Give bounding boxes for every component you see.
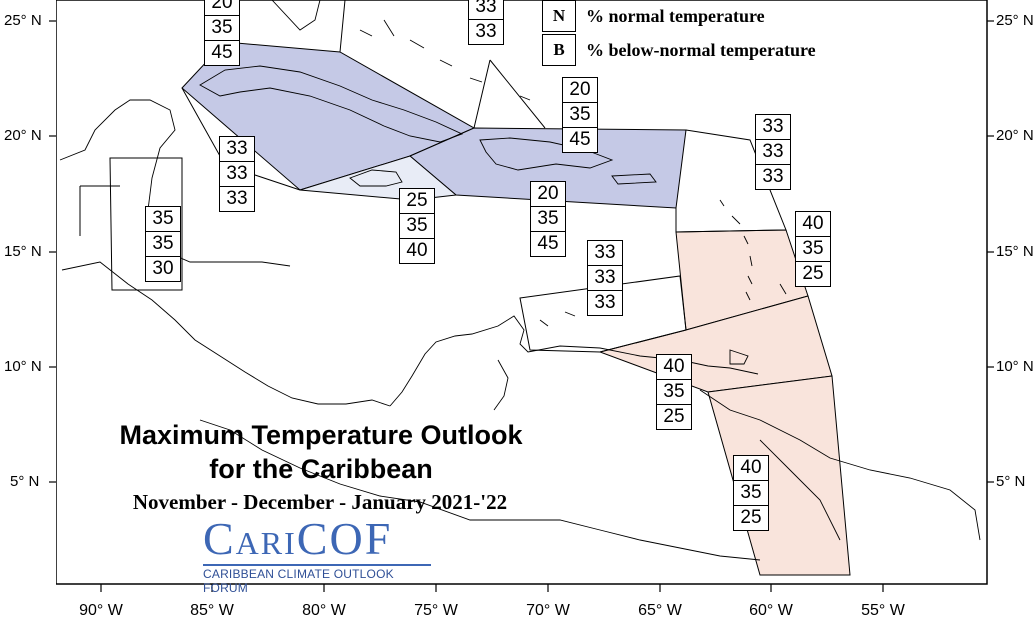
caricof-logo: CariCOF CARIBBEAN CLIMATE OUTLOOK FORUM	[203, 514, 433, 595]
prob-value: 40	[663, 356, 685, 377]
lat-label-right-15: 15° N	[996, 243, 1034, 260]
zone-guianas	[707, 375, 851, 576]
prob-value: 35	[146, 231, 180, 256]
prob-box-hispaniola: 20 35 45	[562, 77, 598, 153]
lon-label-70: 70° W	[526, 602, 570, 619]
prob-value: 33	[220, 161, 254, 186]
map-title-line-1: Maximum Temperature Outlook	[119, 420, 523, 450]
map-title-line-2: for the Caribbean	[209, 454, 433, 484]
prob-box-windward: 40 35 25	[795, 211, 831, 287]
prob-box-turks-caicos: 33 33	[468, 0, 504, 45]
prob-box-puerto-rico: 20 35 45	[530, 181, 566, 257]
prob-value: 30	[146, 256, 180, 281]
latitude-ticks	[49, 20, 994, 483]
lon-label-55: 55° W	[861, 602, 905, 619]
lat-label-left-5: 5° N	[10, 473, 40, 490]
lon-label-85: 85° W	[190, 602, 234, 619]
prob-value: 33	[756, 164, 790, 189]
prob-value: 33	[594, 242, 616, 263]
prob-value: 20	[211, 0, 233, 13]
legend-normal: N % normal temperature	[542, 0, 765, 32]
prob-value: 40	[740, 457, 762, 478]
prob-value: 33	[475, 0, 497, 17]
prob-value: 40	[400, 238, 434, 263]
caricof-wordmark: CariCOF	[203, 513, 393, 564]
lat-label-right-25: 25° N	[996, 12, 1034, 29]
legend-text-below: % below-normal temperature	[586, 39, 816, 60]
prob-box-guianas: 40 35 25	[733, 455, 769, 531]
zone-outlines	[79, 0, 787, 353]
legend-below: B % below-normal temperature	[542, 34, 816, 66]
prob-value: 33	[469, 19, 503, 44]
prob-value: 35	[152, 208, 174, 229]
prob-box-leeward: 33 33 33	[755, 114, 791, 190]
prob-value: 45	[531, 231, 565, 256]
lon-label-65: 65° W	[638, 602, 682, 619]
lat-label-left-10: 10° N	[4, 358, 42, 375]
prob-value: 35	[400, 213, 434, 238]
prob-value: 33	[220, 186, 254, 211]
prob-value: 35	[796, 236, 830, 261]
lon-label-60: 60° W	[749, 602, 793, 619]
prob-value: 20	[569, 79, 591, 100]
prob-value: 25	[734, 505, 768, 530]
lat-label-right-5: 5° N	[996, 473, 1026, 490]
caricof-tagline: CARIBBEAN CLIMATE OUTLOOK FORUM	[203, 564, 431, 595]
legend-text-normal: % normal temperature	[586, 5, 765, 26]
prob-value: 33	[756, 139, 790, 164]
lon-label-90: 90° W	[79, 602, 123, 619]
prob-box-belize: 35 35 30	[145, 206, 181, 282]
prob-value: 33	[762, 116, 784, 137]
prob-value: 25	[657, 404, 691, 429]
lon-label-80: 80° W	[302, 602, 346, 619]
map-subtitle: November - December - January 2021-'22	[132, 490, 508, 514]
prob-value: 45	[205, 40, 239, 65]
prob-box-trinidad: 40 35 25	[656, 354, 692, 430]
prob-value: 25	[406, 190, 428, 211]
prob-value: 35	[205, 15, 239, 40]
prob-value: 35	[734, 480, 768, 505]
prob-box-bahamas: 20 35 45	[204, 0, 240, 66]
prob-value: 35	[657, 379, 691, 404]
legend-key-below: B	[542, 34, 576, 66]
prob-value: 20	[537, 183, 559, 204]
coastlines	[59, 0, 981, 561]
prob-value: 35	[531, 206, 565, 231]
prob-value: 45	[563, 127, 597, 152]
prob-box-abc-islands: 33 33 33	[587, 240, 623, 316]
map-title: Maximum Temperature Outlook for the Cari…	[97, 418, 545, 486]
longitude-ticks	[100, 584, 884, 592]
legend-key-normal: N	[542, 0, 576, 32]
prob-value: 40	[802, 213, 824, 234]
prob-box-cayman: 33 33 33	[219, 136, 255, 212]
lat-label-left-25: 25° N	[4, 12, 42, 29]
prob-value: 25	[796, 261, 830, 286]
lon-label-75: 75° W	[414, 602, 458, 619]
prob-value: 35	[563, 102, 597, 127]
lat-label-left-15: 15° N	[4, 243, 42, 260]
prob-value: 33	[588, 290, 622, 315]
lat-label-left-20: 20° N	[4, 127, 42, 144]
prob-value: 33	[588, 265, 622, 290]
lat-label-right-10: 10° N	[996, 358, 1034, 375]
prob-box-jamaica: 25 35 40	[399, 188, 435, 264]
lat-label-right-20: 20° N	[996, 127, 1034, 144]
prob-value: 33	[226, 138, 248, 159]
